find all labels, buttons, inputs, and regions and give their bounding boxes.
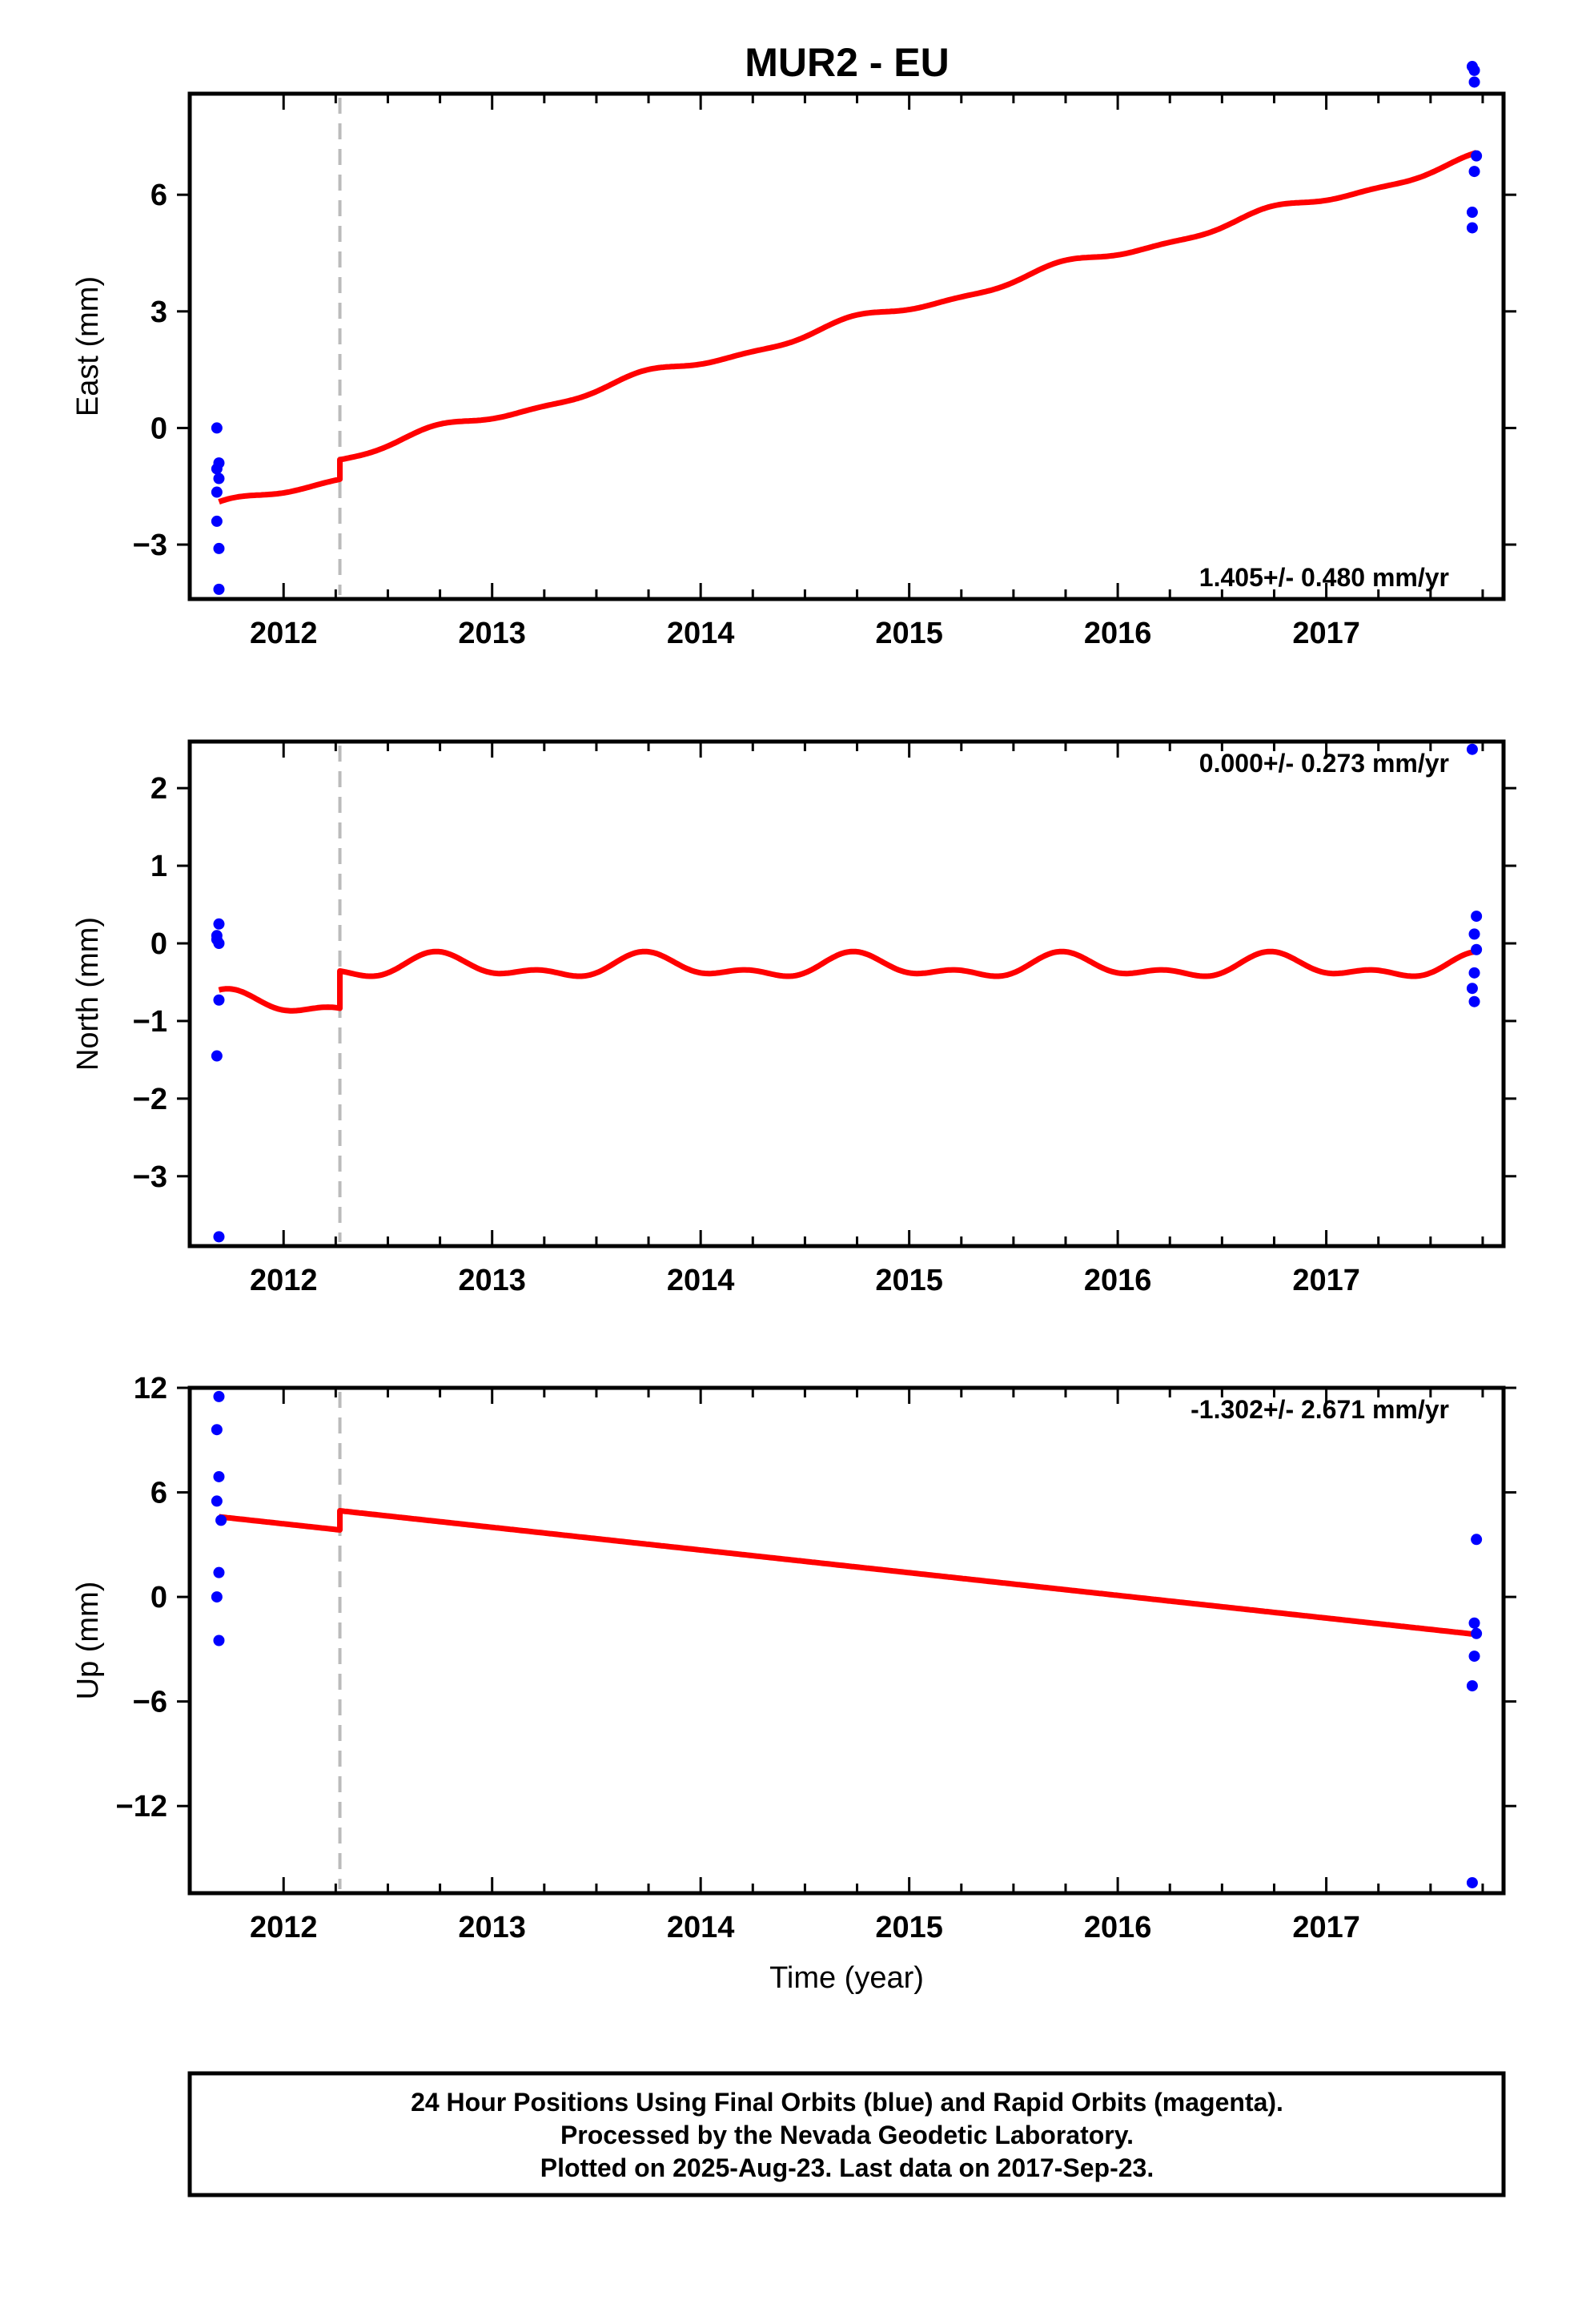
footer-line-3: Plotted on 2025-Aug-23. Last data on 201… <box>540 2153 1154 2182</box>
data-point <box>1466 743 1478 755</box>
y-tick-label: −2 <box>133 1083 167 1116</box>
data-point <box>211 486 223 498</box>
data-point <box>1466 207 1478 219</box>
y-axis-label: East (mm) <box>71 276 105 416</box>
x-tick-label: 2016 <box>1084 617 1152 650</box>
y-tick-label: −6 <box>133 1686 167 1719</box>
data-point <box>1468 995 1480 1007</box>
x-tick-label: 2012 <box>250 1264 318 1297</box>
data-point <box>211 422 223 434</box>
data-point <box>1471 911 1483 923</box>
data-point <box>211 1591 223 1603</box>
y-tick-label: 2 <box>151 772 167 806</box>
data-point <box>213 938 225 949</box>
data-point <box>211 1050 223 1062</box>
footer-box <box>187 2071 1506 2197</box>
velocity-label: 0.000+/- 0.273 mm/yr <box>1199 749 1449 778</box>
x-tick-label: 2013 <box>458 1911 526 1944</box>
data-point <box>211 463 223 475</box>
y-tick-label: 1 <box>151 850 167 883</box>
data-point <box>213 472 225 485</box>
data-point <box>1468 928 1480 940</box>
y-tick-label: 6 <box>151 179 167 212</box>
data-point <box>213 1634 225 1647</box>
data-point <box>213 583 225 595</box>
x-tick-label: 2013 <box>458 617 526 650</box>
data-point <box>211 1424 223 1436</box>
y-tick-label: 0 <box>151 1581 167 1614</box>
data-point <box>213 1566 225 1578</box>
y-tick-label: −3 <box>133 529 167 562</box>
y-tick-label: 3 <box>151 296 167 329</box>
data-point <box>211 515 223 527</box>
plot-frame <box>187 1385 1506 1896</box>
data-point <box>1468 967 1480 979</box>
data-point <box>213 1470 225 1482</box>
x-tick-label: 2012 <box>250 1911 318 1944</box>
up-panel: 2012 2013 2014 2015 2016 2017 −12 −6 0 6 12 Up (mm)… <box>71 1372 1516 1995</box>
data-point <box>1468 76 1480 88</box>
y-tick-label: −1 <box>133 1005 167 1039</box>
data-point <box>1466 1680 1478 1692</box>
y-tick-label: 0 <box>151 927 167 961</box>
y-axis-label: Up (mm) <box>71 1582 105 1700</box>
x-tick-label: 2015 <box>875 617 943 650</box>
y-tick-label: 0 <box>151 412 167 445</box>
north-panel: 2012 2013 2014 2015 2016 2017 −3 −2 −1 0 1 2 North (… <box>71 739 1516 1297</box>
x-tick-label: 2014 <box>667 617 735 650</box>
data-point <box>213 1231 225 1243</box>
plot-frame <box>187 739 1506 1248</box>
x-tick-label: 2017 <box>1292 1264 1360 1297</box>
figure-title: MUR2 - EU <box>745 40 950 85</box>
data-point <box>1466 983 1478 995</box>
data-point <box>1466 1876 1478 1888</box>
data-point <box>1466 222 1478 234</box>
model-fit-line <box>218 948 1477 1014</box>
x-tick-label: 2016 <box>1084 1911 1152 1944</box>
x-tick-label: 2017 <box>1292 1911 1360 1944</box>
footer-line-2: Processed by the Nevada Geodetic Laborat… <box>560 2121 1134 2149</box>
y-tick-label: 12 <box>134 1372 167 1405</box>
data-point <box>213 918 225 930</box>
x-tick-label: 2017 <box>1292 617 1360 650</box>
data-point <box>1471 150 1483 162</box>
x-tick-label: 2016 <box>1084 1264 1152 1297</box>
y-tick-label: −12 <box>116 1790 167 1823</box>
model-fit-line <box>218 1508 1477 1638</box>
y-tick-label: 6 <box>151 1477 167 1510</box>
data-point <box>1471 943 1483 955</box>
data-point <box>1468 166 1480 178</box>
x-tick-label: 2014 <box>667 1264 735 1297</box>
data-point <box>1468 1651 1480 1663</box>
data-point <box>211 1495 223 1507</box>
plot-frame <box>187 91 1506 601</box>
x-tick-label: 2012 <box>250 617 318 650</box>
data-point <box>215 1514 227 1526</box>
data-point <box>213 542 225 554</box>
x-tick-label: 2014 <box>667 1911 735 1944</box>
model-fit-line <box>218 150 1478 505</box>
x-tick-label: 2013 <box>458 1264 526 1297</box>
data-point <box>213 1390 225 1402</box>
velocity-label: 1.405+/- 0.480 mm/yr <box>1199 563 1449 592</box>
x-tick-label: 2015 <box>875 1264 943 1297</box>
data-point <box>213 994 225 1006</box>
y-tick-label: −3 <box>133 1160 167 1194</box>
y-axis-label: North (mm) <box>71 917 105 1071</box>
data-point <box>1468 1617 1480 1629</box>
east-panel: 2012 2013 2014 2015 2016 2017 −3 0 3 6 East (mm) 1.… <box>71 61 1516 650</box>
data-point <box>1468 64 1480 76</box>
x-tick-label: 2015 <box>875 1911 943 1944</box>
footer-line-1: 24 Hour Positions Using Final Orbits (bl… <box>411 2088 1283 2117</box>
velocity-label: -1.302+/- 2.671 mm/yr <box>1191 1395 1449 1424</box>
x-axis-label: Time (year) <box>769 1961 924 1995</box>
data-point <box>1471 1627 1483 1639</box>
data-point <box>1471 1534 1483 1546</box>
